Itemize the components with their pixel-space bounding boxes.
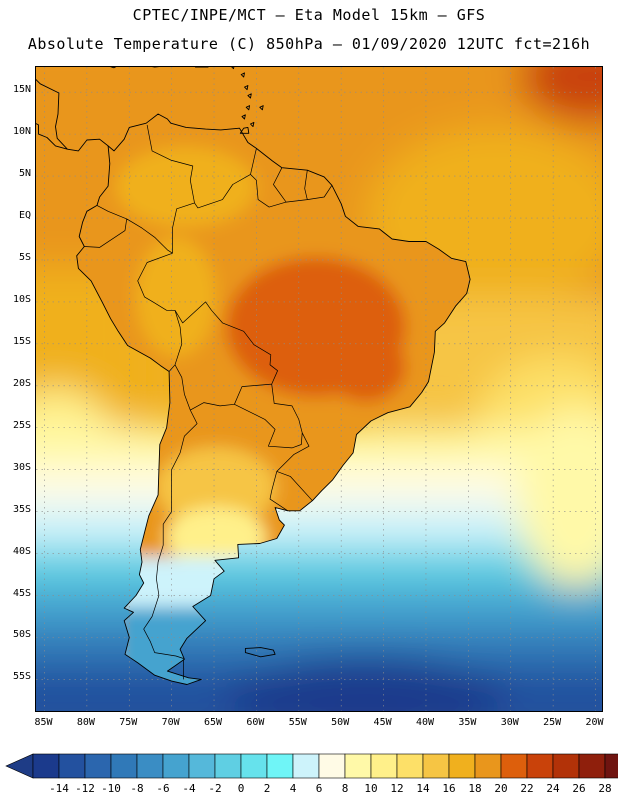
colorbar-cell [58,753,86,779]
longitude-label: 85W [34,717,53,728]
longitude-label: 25W [543,717,562,728]
colorbar-tick-label: -12 [75,782,95,795]
boundaries [36,67,471,685]
map-canvas [36,67,602,711]
colorbar-cell [604,753,618,779]
colorbar-cell [578,753,606,779]
colorbar-tick-label: 10 [364,782,378,795]
latitude-label: 40S [12,545,31,557]
longitude-label: 60W [246,717,265,728]
longitude-label: 40W [415,717,434,728]
colorbar-cell [552,753,580,779]
colorbar-tick-label: 26 [572,782,586,795]
longitude-label: 75W [119,717,138,728]
colorbar-tick-label: 16 [442,782,456,795]
latitude-label: 15S [12,335,31,347]
colorbar-cell [292,753,320,779]
longitude-label: 30W [500,717,519,728]
field-coldest [226,657,506,711]
longitude-label: 20W [585,717,604,728]
country-borders [84,124,333,680]
land-chaco [156,447,276,527]
land-hot-core2 [326,332,406,402]
longitude-label: 50W [331,717,350,728]
colorbar-cell [162,753,190,779]
colorbar-cell [266,753,294,779]
colorbar-tick-label: 2 [263,782,271,795]
longitude-label: 65W [203,717,223,728]
colorbar-cell [318,753,346,779]
colorbar-cell [370,753,398,779]
colorbar-cell [84,753,112,779]
latitude-label: 35S [12,503,31,515]
colorbar-tick-label: 20 [494,782,508,795]
colorbar-tick-label: 0 [237,782,245,795]
latitude-label: 45S [12,587,31,599]
latitude-label: 5S [18,251,31,263]
colorbar-tick-label: -2 [208,782,222,795]
colorbar-cell [136,753,164,779]
colorbar-tick-label: 28 [598,782,612,795]
map-title-line2: Absolute Temperature (C) 850hPa – 01/09/… [27,35,591,53]
colorbar-cell [344,753,372,779]
colorbar-tick-label: -14 [49,782,69,795]
field-east-tongue [516,407,602,587]
colorbar-tick-label: 4 [289,782,297,795]
colorbar-tick-label: -4 [182,782,196,795]
colorbar [5,753,618,779]
colorbar-tick-label: -8 [130,782,144,795]
central-america-coastline [36,78,109,152]
colorbar-cell [396,753,424,779]
field-ne-hot [521,67,602,122]
colorbar-tick-label: 22 [520,782,534,795]
colorbar-tick-label: 18 [468,782,482,795]
colorbar-cell [422,753,450,779]
latitude-label: 10N [12,126,31,138]
land-north-orange [116,147,256,227]
falkland-islands [244,647,276,658]
latitude-label: 30S [12,461,31,473]
latitude-label: 55S [12,671,31,683]
colorbar-cell [110,753,138,779]
longitude-label: 55W [288,717,307,728]
colorbar-cell [474,753,502,779]
graticule [36,67,602,711]
latitude-label: 10S [12,293,31,305]
longitude-label: 80W [76,717,95,728]
longitude-label: 35W [458,717,477,728]
temperature-map [35,66,603,712]
colorbar-tick-label: -6 [156,782,170,795]
land-andes [136,237,216,357]
longitude-label: 45W [373,717,392,728]
longitude-label: 70W [161,717,180,728]
colorbar-cell [448,753,476,779]
latitude-label: EQ [18,210,31,221]
colorbar-cell [240,753,268,779]
colorbar-tick-label: 24 [546,782,560,795]
colorbar-cell [526,753,554,779]
colorbar-tick-label: -10 [101,782,121,795]
colorbar-cell [32,753,60,779]
latitude-label: 50S [12,629,31,641]
latitude-label: 20S [12,377,31,389]
latitude-label: 15N [12,84,31,96]
colorbar-tick-label: 8 [341,782,349,795]
colorbar-tick-label: 12 [390,782,404,795]
latitude-label: 25S [12,419,31,431]
colorbar-min-cap [5,753,34,779]
colorbar-tick-label: 6 [315,782,323,795]
colorbar-cell [214,753,242,779]
south-america-coastline [76,113,471,685]
map-title-line1: CPTEC/INPE/MCT – Eta Model 15km – GFS [132,6,486,24]
latitude-label: 5N [18,168,31,180]
colorbar-cell [188,753,216,779]
colorbar-cell [500,753,528,779]
colorbar-tick-label: 14 [416,782,430,795]
caribbean-islands [110,67,264,134]
